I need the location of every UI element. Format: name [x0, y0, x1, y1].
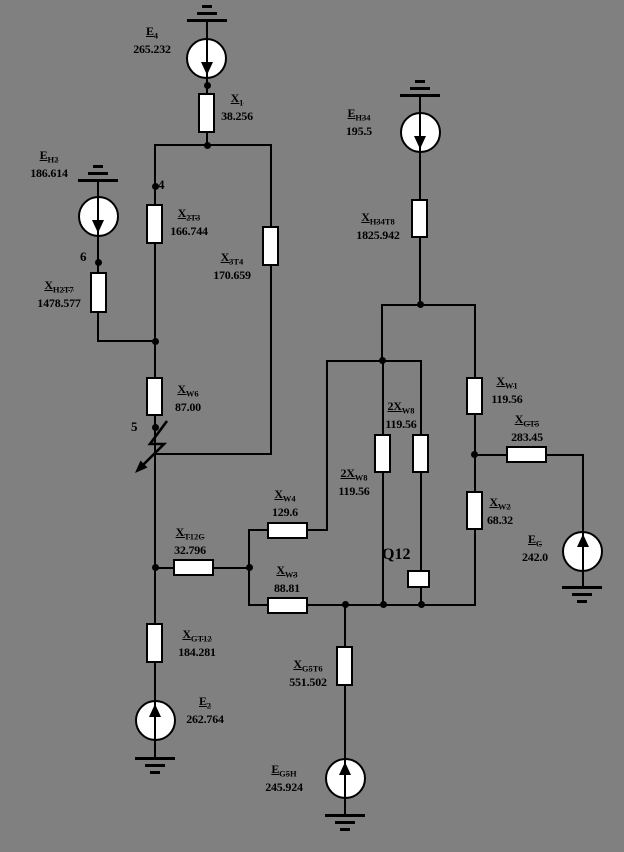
- junction-dot: [417, 301, 424, 308]
- impedance-x3t4[interactable]: [262, 226, 279, 266]
- junction-dot: [152, 564, 159, 571]
- wire: [420, 586, 422, 606]
- label-xw1: XW1 119.56: [491, 374, 523, 407]
- junction-dot: [95, 259, 102, 266]
- junction-dot: [418, 601, 425, 608]
- wire: [326, 360, 328, 531]
- wire: [474, 528, 476, 606]
- wire: [154, 414, 156, 625]
- junction-dot: [342, 601, 349, 608]
- label-xg5t6: XG5T6 551.502: [289, 657, 327, 690]
- wire: [582, 454, 584, 588]
- arrow-down-icon: [414, 136, 426, 149]
- wire: [154, 242, 156, 378]
- junction-dot: [379, 357, 386, 364]
- impedance-xh34t8[interactable]: [411, 199, 428, 238]
- ground-icon: [187, 5, 227, 22]
- node-label-5: 5: [131, 419, 138, 434]
- junction-dot: [152, 183, 159, 190]
- arrow-up-icon: [149, 704, 161, 717]
- label-xh34t8: XH34T8 1825.942: [356, 210, 400, 243]
- wire: [97, 340, 156, 342]
- wire: [248, 604, 476, 606]
- impedance-2xw8-left[interactable]: [374, 434, 391, 473]
- wire: [419, 236, 421, 306]
- impedance-xw2[interactable]: [466, 491, 483, 530]
- impedance-xct5[interactable]: [506, 446, 547, 463]
- label-2xw8-lower: 2XW8 119.56: [338, 466, 370, 499]
- impedance-xw4[interactable]: [267, 522, 308, 539]
- impedance-2xw8-right[interactable]: [412, 434, 429, 473]
- impedance-x2t3[interactable]: [146, 204, 163, 244]
- breaker-label-q12: Q12: [382, 546, 411, 563]
- wire: [154, 453, 272, 455]
- wire: [382, 360, 384, 436]
- junction-dot: [380, 601, 387, 608]
- wire: [97, 311, 99, 342]
- impedance-x1[interactable]: [198, 93, 215, 133]
- wire: [154, 144, 272, 146]
- label-xw4: XW4 129.6: [271, 487, 298, 520]
- ground-icon: [562, 586, 602, 603]
- impedance-xw6[interactable]: [146, 377, 163, 416]
- ground-icon: [400, 80, 440, 97]
- label-xt12c: XT12C 32.796: [174, 525, 206, 558]
- wire: [206, 133, 208, 146]
- node-label-6: 6: [80, 249, 87, 264]
- label-xw6: XW6 87.00: [174, 382, 201, 415]
- junction-dot: [152, 338, 159, 345]
- wire: [344, 604, 346, 648]
- arrow-up-icon: [339, 762, 351, 775]
- junction-dot: [246, 564, 253, 571]
- wire: [206, 19, 208, 94]
- label-e4: E4 265.232: [133, 24, 171, 57]
- node-label-4: 4: [158, 177, 165, 192]
- wire: [382, 471, 384, 606]
- label-xct5: XCT5 283.45: [511, 412, 543, 445]
- impedance-xw3[interactable]: [267, 597, 308, 614]
- label-ec: EC 242.0: [521, 532, 548, 565]
- wire: [270, 264, 272, 455]
- ground-icon: [325, 814, 365, 831]
- label-eh34: EH34 195.5: [345, 106, 372, 139]
- impedance-xgt12[interactable]: [146, 623, 163, 663]
- label-xw2: XW2 68.32: [486, 495, 513, 528]
- arrow-up-icon: [577, 534, 589, 547]
- wire: [344, 684, 346, 816]
- junction-dot: [471, 451, 478, 458]
- wire: [326, 360, 422, 362]
- breaker-q12[interactable]: [407, 570, 430, 588]
- ground-icon: [135, 757, 175, 774]
- wire: [420, 360, 422, 436]
- ground-icon: [78, 165, 118, 182]
- impedance-xw1[interactable]: [466, 377, 483, 415]
- label-x3t4: X3T4 170.659: [213, 250, 251, 283]
- label-x2t3: X2T3 166.744: [170, 206, 208, 239]
- label-x1: X1 38.256: [221, 91, 253, 124]
- fault-arrow-icon: [135, 420, 169, 473]
- wire: [154, 144, 156, 207]
- impedance-xg5t6[interactable]: [336, 646, 353, 686]
- label-2xw8-upper: 2XW8 119.56: [385, 399, 417, 432]
- label-eh2: EH2 186.614: [30, 148, 68, 181]
- arrow-down-icon: [201, 62, 213, 75]
- wire: [420, 471, 422, 572]
- label-eg5h: EG5H 245.924: [265, 762, 303, 795]
- label-e2: E2 262.764: [186, 694, 224, 727]
- label-xh2t7: XH2T7 1478.577: [37, 278, 81, 311]
- wire: [381, 304, 476, 306]
- wire: [381, 304, 383, 362]
- junction-dot: [152, 424, 159, 431]
- impedance-xt12c[interactable]: [173, 559, 214, 576]
- label-xgt12: XGT12 184.281: [178, 627, 216, 660]
- label-xw3: XW3 88.81: [273, 563, 300, 596]
- impedance-xh2t7[interactable]: [90, 272, 107, 313]
- arrow-down-icon: [92, 220, 104, 233]
- junction-dot: [204, 142, 211, 149]
- wire: [474, 304, 476, 379]
- junction-dot: [204, 82, 211, 89]
- wire: [270, 144, 272, 228]
